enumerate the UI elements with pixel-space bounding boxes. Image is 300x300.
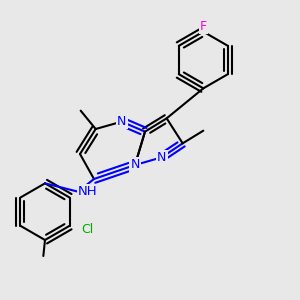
- Text: N: N: [117, 115, 126, 128]
- Text: NH: NH: [78, 185, 98, 198]
- Text: N: N: [130, 158, 140, 172]
- Text: F: F: [200, 20, 207, 33]
- Text: N: N: [157, 151, 166, 164]
- Text: Cl: Cl: [82, 223, 94, 236]
